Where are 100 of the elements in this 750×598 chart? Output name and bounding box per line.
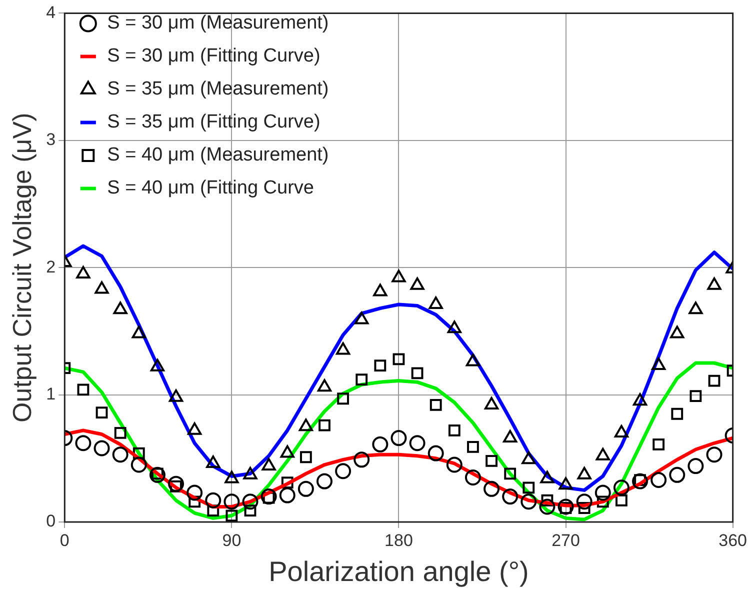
point [372,436,388,452]
point [188,496,201,508]
point [226,510,238,522]
point [706,446,722,463]
point [76,266,90,278]
point [464,469,481,486]
point [688,458,704,474]
legend-label: S = 30 μm (Measurement) [107,12,329,34]
y-tick-label: 3 [46,130,56,150]
point [242,494,258,510]
point [244,504,256,516]
point [188,422,202,435]
point [502,488,518,505]
point [112,446,128,463]
point [186,484,203,501]
point [486,454,498,467]
point [613,480,630,496]
point [690,390,702,402]
point [392,270,406,282]
point [130,456,147,473]
point [150,358,165,372]
point [205,492,222,508]
point [688,302,703,314]
point [356,374,368,386]
x-tick-label: 90 [222,530,242,550]
point [149,466,166,483]
point [447,320,462,334]
point [446,456,462,473]
point [428,296,443,309]
point [113,302,128,314]
point [262,458,276,471]
point [298,418,313,432]
point [428,445,444,462]
y-axis-title: Output Circuit Voltage (μV) [6,112,37,422]
point [317,379,332,392]
point [300,451,312,464]
y-tick-label: 0 [46,512,56,531]
point [522,482,535,494]
legend-label: S = 35 μm (Measurement) [107,78,329,100]
point [522,452,536,464]
point [670,326,684,338]
point [207,504,220,516]
point [669,466,686,483]
point [430,399,442,411]
point [558,498,574,515]
point [596,496,609,508]
point [576,494,592,510]
point [224,494,240,510]
point [708,374,720,387]
legend-label: S = 40 μm (Measurement) [107,144,329,166]
point [281,476,294,489]
point [484,480,500,497]
point [632,393,648,406]
point [318,419,330,432]
point [539,498,556,515]
point [337,392,350,405]
point [410,277,424,290]
point [504,468,516,480]
point [114,427,126,439]
point [466,354,480,366]
point [168,476,184,492]
point [541,494,554,506]
point [132,326,146,338]
point [354,312,369,324]
point [75,435,92,452]
point [409,435,426,452]
legend-label: S = 30 μm (Fitting Curve) [107,46,320,67]
point [336,342,350,355]
point [94,440,110,456]
x-axis-title: Polarization angle (°) [268,556,529,587]
point [96,406,108,419]
x-tick-label: 180 [384,530,413,550]
point [503,430,518,443]
point [316,473,332,490]
point [520,494,537,510]
point [298,480,314,497]
point [616,494,628,506]
legend-label: S = 40 μm (Fitting Curve [107,178,314,199]
point [77,384,90,396]
y-tick-label: 1 [46,384,56,404]
x-tick-label: 270 [552,530,580,550]
point [168,389,184,402]
point [373,284,388,296]
point [484,396,499,410]
point [374,360,386,372]
point [279,487,296,504]
point [335,463,352,480]
legend-label: S = 35 μm (Fitting Curve) [107,112,320,133]
point [260,488,277,505]
point [652,438,665,450]
point [411,367,424,380]
point [467,441,479,453]
point [392,353,405,366]
point [632,473,648,490]
y-tick-label: 2 [46,257,56,276]
point [707,277,722,290]
point [448,424,460,436]
point [594,484,611,501]
point [94,281,109,294]
point [354,452,370,468]
